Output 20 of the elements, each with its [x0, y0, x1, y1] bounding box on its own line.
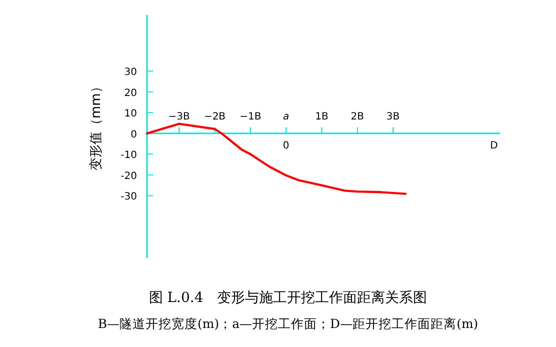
x-tick-label: 3B — [386, 111, 400, 122]
x-tick-label: −3B — [168, 111, 190, 122]
y-tick-label: 30 — [124, 67, 137, 78]
x-tick-label: −2B — [204, 111, 226, 122]
text: 图 L.0.4 变形与施工开挖工作面距离关系图 — [148, 290, 428, 306]
y-tick-label: 0 — [130, 129, 137, 140]
annotation: D — [490, 140, 498, 152]
x-tick-label: 1B — [315, 111, 328, 122]
annotation: 0 — [282, 140, 290, 152]
y-tick-label: -20 — [120, 170, 137, 182]
line-series — [146, 122, 407, 195]
y-tick-label: 10 — [124, 108, 137, 120]
y-tick-label: -30 — [120, 192, 137, 203]
x-tick-label: −1B — [240, 111, 262, 122]
y-tick-label: -10 — [120, 150, 137, 162]
text: B—隧道开挖宽度(m)；a—开挖工作面；D—距开挖工作面距离(m) — [98, 316, 478, 331]
y-tick-label: 20 — [124, 88, 137, 99]
y-axis-title: 变形值（mm） — [89, 80, 104, 171]
x-tick-label: 2B — [350, 111, 364, 122]
x-tick-label: a — [282, 111, 290, 122]
